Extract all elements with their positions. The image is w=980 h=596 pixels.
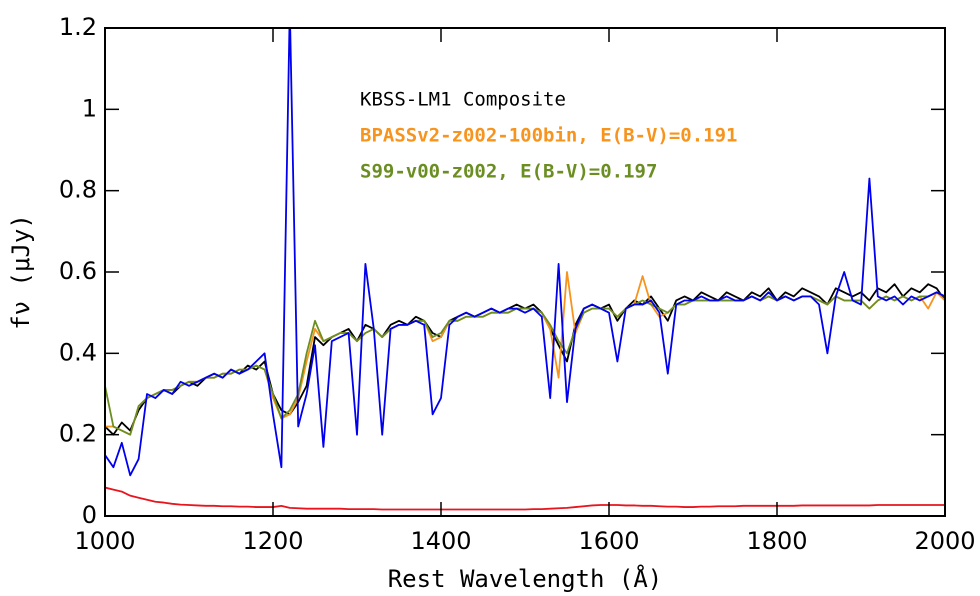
y-tick-label: 0.4: [59, 338, 97, 366]
legend-label: BPASSv2-z002-100bin, E(B-V)=0.191: [360, 125, 738, 147]
legend-label: KBSS-LM1 Composite: [360, 89, 566, 111]
y-tick-label: 1.2: [59, 13, 97, 41]
legend-label: S99-v00-z002, E(B-V)=0.197: [360, 161, 657, 183]
plot-area: [105, 28, 945, 511]
y-tick-label: 0.8: [59, 176, 97, 204]
spectrum-line: [105, 28, 945, 477]
x-tick-label: 1200: [242, 527, 303, 555]
y-tick-label: 1: [82, 94, 97, 122]
x-tick-label: 1600: [578, 527, 639, 555]
x-tick-label: 2000: [914, 527, 975, 555]
y-tick-label: 0.2: [59, 420, 97, 448]
spectrum-line: [105, 486, 945, 511]
spectrum-line: [105, 291, 945, 436]
y-tick-label: 0: [82, 501, 97, 529]
y-tick-label: 0.6: [59, 257, 97, 285]
y-axis-title: fν (μJy): [7, 214, 35, 330]
x-tick-label: 1800: [746, 527, 807, 555]
x-axis-title: Rest Wavelength (Å): [388, 564, 663, 593]
x-tick-label: 1400: [410, 527, 471, 555]
x-tick-label: 1000: [74, 527, 135, 555]
